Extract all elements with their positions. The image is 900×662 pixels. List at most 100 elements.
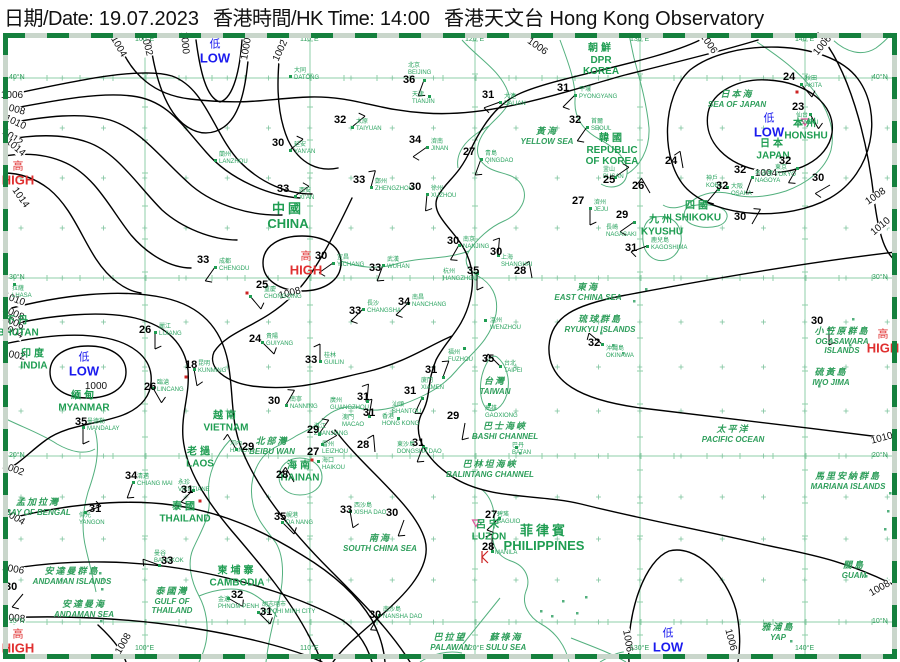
station-name-yangon: 仰光 YANGON xyxy=(79,513,105,526)
wind-barb-changsha xyxy=(350,308,364,324)
station-temp-lijiang: 26 xyxy=(139,324,152,336)
station-dot-hangzhou xyxy=(475,271,479,275)
wind-barb-ship xyxy=(367,434,376,453)
station-dot-dongsha-dao xyxy=(421,444,425,448)
lon-label: 100°E xyxy=(135,36,155,43)
isobar-line xyxy=(548,251,897,440)
wind-barb-ship xyxy=(11,593,24,610)
lat-label: 20°N xyxy=(9,452,25,459)
station-temp-dalian: 31 xyxy=(482,89,495,101)
station-dot-nagoya xyxy=(750,175,754,179)
wind-barb-xisha-dao xyxy=(349,510,359,529)
station-temp-ship: 29 xyxy=(447,410,460,422)
station-temp-kagoshima: 31 xyxy=(625,242,638,254)
wind-barb-nansha-dao xyxy=(370,614,380,631)
isobar-value-label: 1002 xyxy=(270,37,291,65)
wind-barb-akita xyxy=(800,83,816,98)
wind-barb-ship xyxy=(523,260,533,279)
wind-barb-phnom-penh xyxy=(227,597,244,607)
sea-label-andaman-islands: 安達曼群島 ANDAMAN ISLANDS xyxy=(32,565,112,586)
station-dot-xi-an xyxy=(293,194,297,198)
wind-barb-guiyang xyxy=(261,341,277,355)
lon-label: 130°E xyxy=(630,36,650,43)
station-dot-dalian xyxy=(498,100,502,104)
isobar-value-label: 1000 xyxy=(239,36,255,62)
sea-label-sea-of-japan: 日本海 SEA OF JAPAN xyxy=(707,88,767,109)
station-temp-guangzhou: 31 xyxy=(357,391,370,403)
station-dot-chongqing xyxy=(248,294,252,298)
sea-label-andaman-sea: 安達曼海 ANDAMAN SEA xyxy=(54,598,114,619)
station-temp-xiamen: 31 xyxy=(425,364,438,376)
station-dot-hanoi xyxy=(234,447,238,451)
station-name-nagasaki: 長崎 NAGASAKI xyxy=(606,225,637,238)
region-label-japan: 日本 JAPAN xyxy=(756,138,790,162)
station-name-batan: 巴丹 BATAN xyxy=(512,443,532,456)
station-temp-chongqing: 25 xyxy=(256,279,269,291)
station-temp-hangzhou: 35 xyxy=(467,265,480,277)
wind-barb-ship xyxy=(828,328,836,346)
station-dot-xuzhou xyxy=(425,192,429,196)
station-dot-tianjin xyxy=(427,94,431,98)
station-temp-shanghai: 30 xyxy=(490,246,503,258)
station-temp-nanchang: 34 xyxy=(398,296,411,308)
wind-barb-sendai xyxy=(809,113,823,130)
station-dot-osaka xyxy=(725,185,729,189)
sea-label-mariana-islands: 馬里安納群島 MARIANA ISLANDS xyxy=(810,470,886,491)
station-name-busan: 釜山 BUSAN xyxy=(603,167,624,180)
wind-barb-kunming xyxy=(193,368,203,387)
grid-plus-mesh xyxy=(18,75,890,625)
wind-barb-mandalay xyxy=(82,427,90,445)
station-name-taipei: 台北 TAIPEI xyxy=(504,361,523,374)
isobar-line xyxy=(117,39,759,115)
station-name-lhasa: 拉薩 LHASA xyxy=(12,286,32,299)
region-label-bhutan: 不丹 BHUTAN xyxy=(0,315,39,339)
isobar-line xyxy=(3,616,323,662)
sea-label-bay-of-bengal: 孟加拉灣 BAY OF BENGAL xyxy=(5,496,71,517)
station-dot-guiyang xyxy=(260,340,264,344)
isobar-value-label: 1014 xyxy=(8,185,32,211)
station-name-beijing: 北京 BEIJING xyxy=(408,63,432,76)
sea-label-beibu-wan: 北部灣 BEIBU WAN xyxy=(249,435,295,456)
station-name-xuzhou: 徐州 XUZHOU xyxy=(431,186,457,199)
station-name-lanzhou: 蘭州 LANZHOU xyxy=(219,152,248,165)
wind-barb-kagoshima xyxy=(630,245,648,258)
station-name-jinan: 濟南 JINAN xyxy=(431,139,449,152)
station-name-baguio: 碧瑤 BAGUIO xyxy=(497,512,521,525)
station-temp-qingdao: 27 xyxy=(463,146,476,158)
station-temp-macao: 31 xyxy=(363,407,376,419)
station-dot-batan xyxy=(514,445,518,449)
station-name-tianjin: 天津 TIANJIN xyxy=(412,92,435,105)
station-name-haikou: 海口 HAIKOU xyxy=(322,458,346,471)
map-border-bottom xyxy=(3,654,897,659)
station-name-zhengzhou: 鄭州 ZHENGZHOU xyxy=(375,179,413,192)
station-name-changsha: 長沙 CHANGSHA xyxy=(367,301,402,314)
wind-barb-lijiang xyxy=(154,332,162,350)
station-dot-seoul xyxy=(585,125,589,129)
wind-barb-taiyuan xyxy=(351,112,366,128)
sea-label-east-china-sea: 東海 EAST CHINA SEA xyxy=(554,281,622,302)
station-temp-vientiane: 31 xyxy=(181,484,194,496)
pressure-center-low: 低 LOW xyxy=(652,627,684,654)
wind-barb-pyongyang xyxy=(562,94,576,110)
station-temp-nagoya: 32 xyxy=(734,164,747,176)
wind-barb-taipei xyxy=(485,353,501,367)
sea-label-guam: 關島 GUAM xyxy=(841,559,867,580)
coastline xyxy=(419,651,463,662)
coastline xyxy=(662,41,833,209)
station-name-chiang-mai: 清邁 CHIANG MAI xyxy=(137,474,173,487)
sea-label-south-china-sea: 南海 SOUTH CHINA SEA xyxy=(343,532,417,553)
region-label-india: 印度 INDIA xyxy=(20,348,48,372)
station-name-xiamen: 廈門 XIAMEN xyxy=(421,378,445,391)
isobar-value-label: 1006 xyxy=(722,626,739,654)
station-temp-xi-an: 33 xyxy=(277,183,290,195)
station-name-manila: MANILA xyxy=(495,550,518,556)
station-dot-pyongyang xyxy=(573,93,577,97)
station-dot-jinan xyxy=(425,145,429,149)
observatory-title: 香港天文台 Hong Kong Observatory xyxy=(443,7,765,30)
station-name-shantou: 汕頭 SHANTOU xyxy=(392,402,422,415)
station-dot-lhasa xyxy=(12,282,16,286)
lon-label: 130°E xyxy=(630,645,650,652)
station-name-wuhan: 武漢 WUHAN xyxy=(387,257,410,270)
station-name-macao: 澳門 MACAO xyxy=(342,415,365,428)
station-dot-kobe xyxy=(716,187,720,191)
